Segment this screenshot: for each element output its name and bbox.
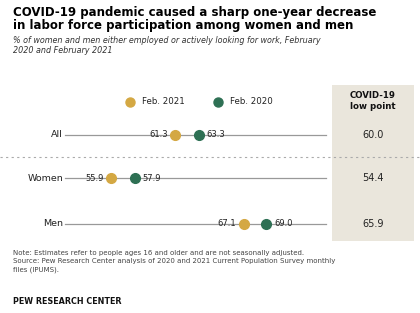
Text: Men: Men <box>43 219 63 228</box>
Text: All: All <box>51 130 63 139</box>
Text: COVID-19
low point: COVID-19 low point <box>350 91 396 111</box>
Text: Feb. 2021: Feb. 2021 <box>142 97 185 106</box>
Text: 57.9: 57.9 <box>142 174 161 183</box>
Text: 60.0: 60.0 <box>362 130 383 140</box>
Text: in labor force participation among women and men: in labor force participation among women… <box>13 19 353 32</box>
Text: COVID-19 pandemic caused a sharp one-year decrease: COVID-19 pandemic caused a sharp one-yea… <box>13 6 376 19</box>
Text: % of women and men either employed or actively looking for work, February
2020 a: % of women and men either employed or ac… <box>13 36 320 55</box>
Text: PEW RESEARCH CENTER: PEW RESEARCH CENTER <box>13 297 121 306</box>
Text: Women: Women <box>27 174 63 183</box>
Text: 67.1: 67.1 <box>218 219 236 228</box>
Text: 54.4: 54.4 <box>362 173 383 183</box>
Text: 55.9: 55.9 <box>85 174 104 183</box>
Text: 65.9: 65.9 <box>362 219 383 229</box>
Text: Note: Estimates refer to people ages 16 and older and are not seasonally adjuste: Note: Estimates refer to people ages 16 … <box>13 250 335 273</box>
Text: Feb. 2020: Feb. 2020 <box>230 97 273 106</box>
Text: 61.3: 61.3 <box>149 130 168 139</box>
Text: 63.3: 63.3 <box>206 130 225 139</box>
Text: 69.0: 69.0 <box>274 219 292 228</box>
Bar <box>332 85 414 241</box>
